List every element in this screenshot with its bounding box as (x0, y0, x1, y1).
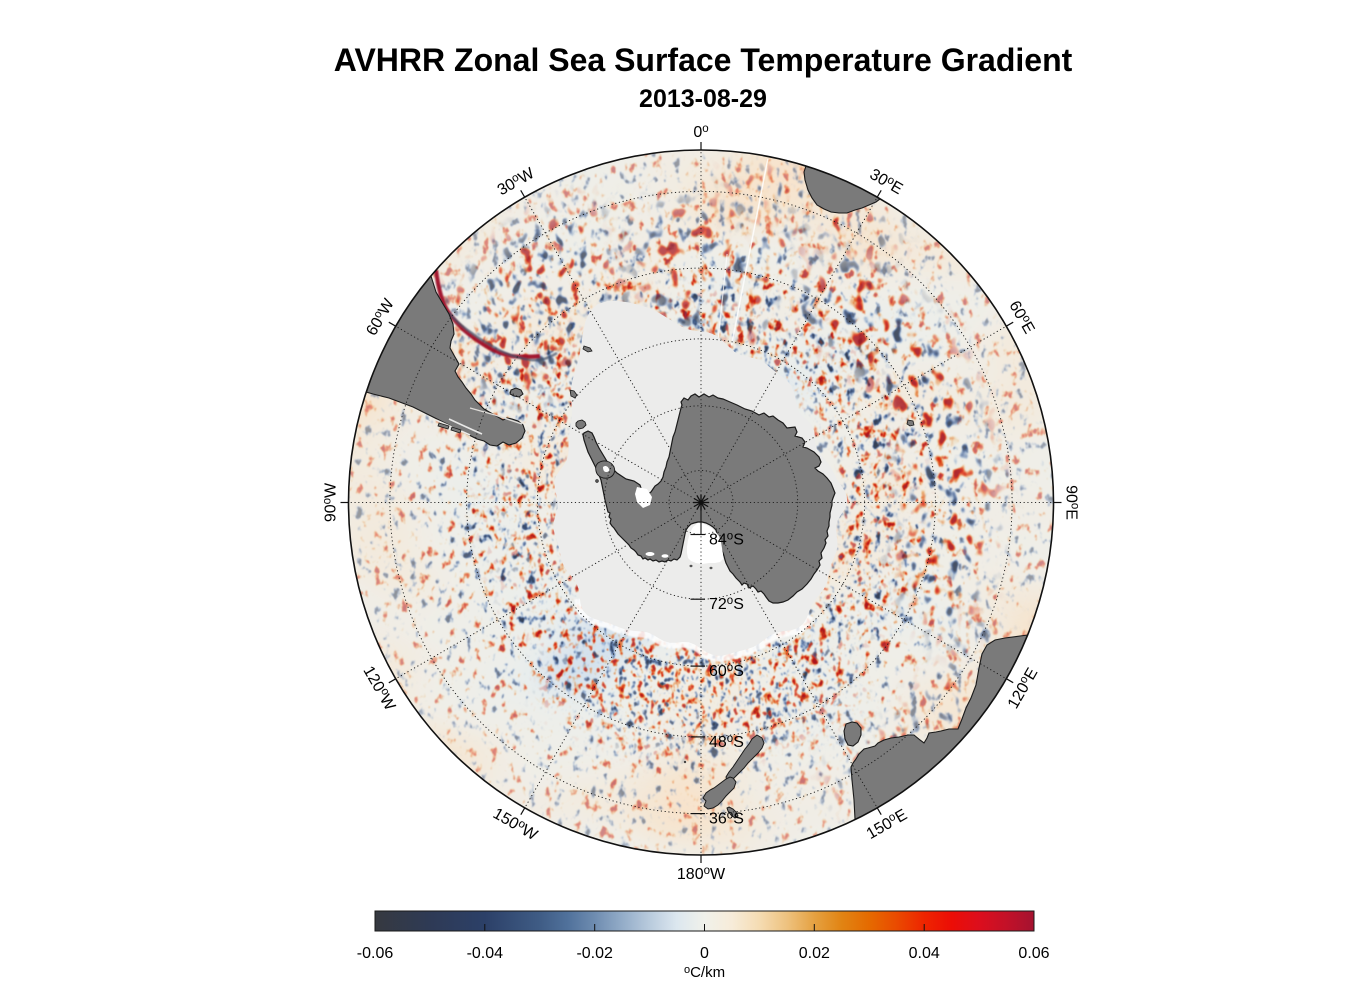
svg-text:84oS: 84oS (709, 531, 744, 549)
svg-text:0o: 0o (693, 123, 708, 141)
svg-text:60oS: 60oS (709, 662, 744, 680)
svg-text:0.06: 0.06 (1018, 945, 1049, 962)
svg-text:-0.02: -0.02 (576, 945, 613, 962)
svg-text:60oW: 60oW (363, 295, 399, 339)
svg-text:-0.04: -0.04 (467, 945, 504, 962)
svg-text:-0.06: -0.06 (357, 945, 394, 962)
svg-text:90oE: 90oE (1063, 485, 1081, 520)
svg-text:36oS: 36oS (709, 810, 744, 828)
svg-text:48oS: 48oS (709, 733, 744, 751)
svg-text:AVHRR Zonal Sea Surface Temper: AVHRR Zonal Sea Surface Temperature Grad… (334, 42, 1073, 78)
svg-text:30oE: 30oE (867, 165, 906, 198)
svg-text:0.02: 0.02 (799, 945, 830, 962)
svg-text:0: 0 (700, 945, 709, 962)
svg-text:180oW: 180oW (677, 865, 726, 883)
svg-text:oC/km: oC/km (684, 964, 725, 981)
svg-text:90oW: 90oW (322, 482, 340, 522)
svg-text:2013-08-29: 2013-08-29 (639, 85, 767, 113)
svg-text:72oS: 72oS (709, 595, 744, 613)
svg-text:0.04: 0.04 (909, 945, 940, 962)
